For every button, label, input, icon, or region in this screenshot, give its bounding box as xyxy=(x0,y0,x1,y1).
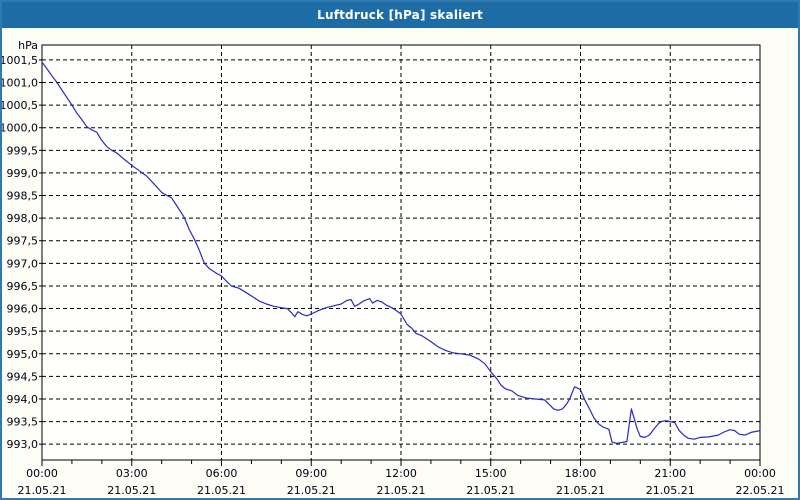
x-tick-time-label: 03:00 xyxy=(116,467,148,480)
x-tick-time-label: 12:00 xyxy=(385,467,417,480)
y-tick-label: 996,5 xyxy=(7,280,39,293)
y-tick-label: 995,0 xyxy=(7,348,39,361)
y-tick-label: 993,5 xyxy=(7,416,39,429)
x-tick-time-label: 09:00 xyxy=(295,467,327,480)
y-tick-label: 995,5 xyxy=(7,325,39,338)
y-tick-label: 997,5 xyxy=(7,235,39,248)
x-tick-time-label: 00:00 xyxy=(744,467,776,480)
x-tick-date-label: 22.05.21 xyxy=(736,484,785,497)
y-tick-label: 997,0 xyxy=(7,257,39,270)
window-title: Luftdruck [hPa] skaliert xyxy=(317,8,483,22)
y-tick-label: 1000,5 xyxy=(2,99,38,112)
y-tick-label: 996,0 xyxy=(7,303,39,316)
y-tick-label: 993,0 xyxy=(7,438,39,451)
x-axis-labels: 00:00 21.05.21 03:00 21.05.21 06:00 21.05.21 0… xyxy=(18,467,785,497)
x-tick-date-label: 21.05.21 xyxy=(197,484,246,497)
x-tick-time-label: 15:00 xyxy=(475,467,507,480)
x-tick-time-label: 00:00 xyxy=(26,467,58,480)
x-tick-date-label: 21.05.21 xyxy=(107,484,156,497)
y-axis-unit-label: hPa xyxy=(18,39,38,52)
x-tick-date-label: 21.05.21 xyxy=(556,484,605,497)
window-titlebar[interactable]: Luftdruck [hPa] skaliert xyxy=(2,2,798,28)
y-tick-label: 1000,0 xyxy=(2,122,38,135)
y-tick-label: 994,5 xyxy=(7,370,39,383)
y-tick-label: 998,0 xyxy=(7,212,39,225)
gridlines xyxy=(42,45,760,460)
x-tick-date-label: 21.05.21 xyxy=(18,484,67,497)
y-tick-label: 1001,5 xyxy=(2,54,38,67)
x-tick-date-label: 21.05.21 xyxy=(377,484,426,497)
y-tick-label: 999,5 xyxy=(7,144,39,157)
y-tick-label: 994,0 xyxy=(7,393,39,406)
x-tick-date-label: 21.05.21 xyxy=(287,484,336,497)
y-axis-labels: hPa 1001,5 1001,0 1000,5 1000,0 999,5 999,0 998… xyxy=(2,39,38,451)
pressure-line xyxy=(41,61,761,444)
y-tick-label: 998,5 xyxy=(7,190,39,203)
y-tick-label: 999,0 xyxy=(7,167,39,180)
axis-ticks xyxy=(39,59,761,466)
x-tick-time-label: 06:00 xyxy=(206,467,238,480)
x-tick-time-label: 18:00 xyxy=(565,467,597,480)
x-tick-date-label: 21.05.21 xyxy=(466,484,515,497)
x-tick-date-label: 21.05.21 xyxy=(646,484,695,497)
x-tick-time-label: 21:00 xyxy=(654,467,686,480)
y-tick-label: 1001,0 xyxy=(2,77,38,90)
